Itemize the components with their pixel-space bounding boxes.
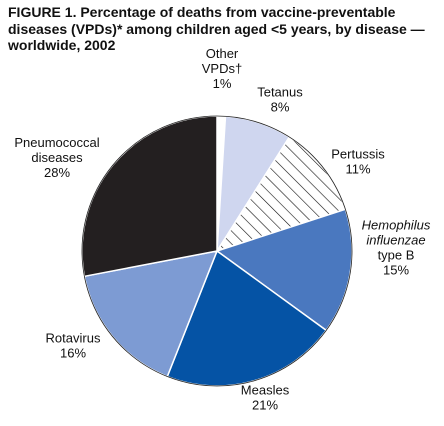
slice-name-label: Tetanus (257, 85, 303, 100)
slice-value-label: 11% (345, 162, 370, 177)
slice-label-1: Tetanus 8% (257, 85, 303, 115)
slice-name-label: Pertussis (331, 147, 385, 162)
slice-label-6: Pneumococcal diseases 28% (14, 135, 99, 180)
pie-slice-pneumococcal-diseases (81, 115, 218, 278)
slice-name-label: Measles (241, 383, 290, 398)
slice-name-label: Pneumococcal (14, 135, 99, 150)
slice-name-label: VPDs† (202, 61, 242, 76)
slice-labels: Other VPDs† 1% Tetanus 8% Pertussis 11% Hemophi… (14, 46, 430, 413)
slice-name-label: diseases (31, 150, 83, 165)
slice-value-label: 28% (44, 165, 70, 180)
slice-label-2: Pertussis 11% (331, 147, 385, 177)
title-line-3: worldwide, 2002 (8, 37, 116, 53)
pie-outline (81, 115, 353, 387)
title-line-1: FIGURE 1. Percentage of deaths from vacc… (8, 4, 396, 20)
slice-value-label: 21% (252, 398, 278, 413)
slice-label-4: Measles 21% (241, 383, 290, 413)
slice-name-label: influenzae (366, 233, 425, 248)
slice-label-3: Hemophilus influenzae type B 15% (362, 218, 431, 278)
slice-value-label: 1% (213, 76, 232, 91)
figure-title: FIGURE 1. Percentage of deaths from vacc… (8, 4, 440, 54)
slice-value-label: 16% (60, 346, 86, 361)
slice-label-0: Other VPDs† 1% (202, 46, 242, 91)
slice-name-label: Rotavirus (46, 331, 101, 346)
title-line-2: diseases (VPDs)* among children aged <5 … (8, 20, 425, 37)
slice-label-5: Rotavirus 16% (46, 331, 101, 361)
slice-value-label: 8% (271, 100, 290, 115)
pie-slices (81, 115, 353, 387)
slice-name-label: Other (206, 46, 239, 61)
slice-name-label: type B (378, 248, 415, 263)
slice-value-label: 15% (383, 263, 409, 278)
slice-name-label: Hemophilus (362, 218, 431, 233)
